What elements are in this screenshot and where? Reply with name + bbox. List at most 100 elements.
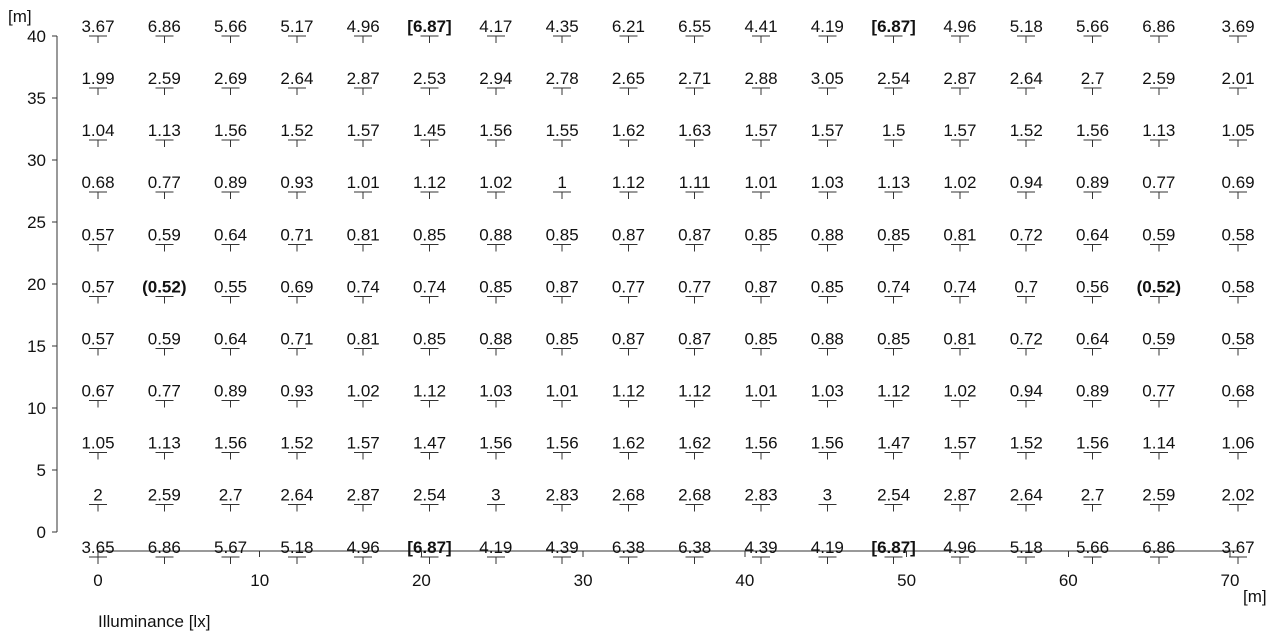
value-label: 2.59	[1142, 69, 1175, 88]
x-unit-label: [m]	[1243, 587, 1267, 606]
value-label: 6.38	[612, 538, 645, 557]
value-label: 1.02	[347, 382, 380, 401]
value-label: 0.88	[479, 329, 512, 348]
extreme-value-label: [6.87]	[871, 538, 915, 557]
value-label: 2	[93, 486, 102, 505]
value-label: 0.85	[877, 225, 910, 244]
value-label: 2.64	[1010, 486, 1043, 505]
value-label: 2.7	[1081, 69, 1105, 88]
value-label: 2.69	[214, 69, 247, 88]
value-label: 2.83	[546, 486, 579, 505]
value-label: 2.71	[678, 69, 711, 88]
value-label: 2.54	[877, 486, 910, 505]
value-label: 0.58	[1222, 277, 1255, 296]
value-label: 1.57	[347, 121, 380, 140]
value-label: 0.87	[612, 329, 645, 348]
value-label: 0.7	[1014, 277, 1038, 296]
value-label: 1.01	[546, 382, 579, 401]
value-label: 1.12	[612, 173, 645, 192]
value-label: 2.64	[280, 486, 313, 505]
value-label: 6.86	[1142, 538, 1175, 557]
x-tick-label: 50	[897, 571, 916, 590]
value-label: 2.88	[744, 69, 777, 88]
value-label: 1.13	[1142, 121, 1175, 140]
value-label: 0.88	[811, 225, 844, 244]
value-label: 0.88	[479, 225, 512, 244]
value-label: 1.45	[413, 121, 446, 140]
value-label: 1.62	[612, 434, 645, 453]
value-label: 0.56	[1076, 277, 1109, 296]
value-label: 0.87	[678, 225, 711, 244]
value-label: 0.57	[81, 277, 114, 296]
value-label: 1.03	[811, 173, 844, 192]
value-label: 4.19	[811, 538, 844, 557]
value-label: 0.59	[1142, 329, 1175, 348]
value-label: 1.57	[943, 121, 976, 140]
value-label: 1.99	[81, 69, 114, 88]
value-label: 0.77	[1142, 382, 1175, 401]
y-tick-label: 40	[27, 27, 46, 46]
x-tick-label: 10	[250, 571, 269, 590]
value-label: 2.87	[943, 486, 976, 505]
y-ticks: 0 5 10 15 20 25 30 35 40	[27, 27, 57, 542]
value-label: 0.77	[148, 173, 181, 192]
value-label: 6.86	[148, 17, 181, 36]
value-label: 0.64	[214, 225, 247, 244]
value-label: 2.65	[612, 69, 645, 88]
extreme-value-label: (0.52)	[1137, 277, 1181, 296]
value-label: 1.13	[877, 173, 910, 192]
value-label: 1.05	[81, 434, 114, 453]
value-label: 1.05	[1222, 121, 1255, 140]
value-label: 0.89	[1076, 173, 1109, 192]
value-label: 6.55	[678, 17, 711, 36]
value-label: 1.56	[214, 121, 247, 140]
value-label: 1.47	[877, 434, 910, 453]
value-label: 4.96	[347, 17, 380, 36]
value-label: 1.52	[280, 434, 313, 453]
value-grid: 3.67 6.86 5.66 5.17 4.96 [6.87] 4.17 4.35 6.21 6.…	[81, 17, 1255, 564]
value-label: 1.12	[413, 173, 446, 192]
value-label: 2.01	[1222, 69, 1255, 88]
value-label: 0.81	[943, 225, 976, 244]
value-label: 0.69	[1222, 173, 1255, 192]
x-tick-label: 40	[735, 571, 754, 590]
value-label: 1.13	[148, 434, 181, 453]
value-label: 2.02	[1222, 486, 1255, 505]
value-label: 1.03	[479, 382, 512, 401]
value-label: 0.77	[678, 277, 711, 296]
value-label: 0.77	[612, 277, 645, 296]
value-label: 0.94	[1010, 382, 1043, 401]
x-axis-title: Illuminance [lx]	[98, 612, 210, 631]
value-label: 2.59	[148, 486, 181, 505]
value-label: 0.85	[744, 329, 777, 348]
value-label: 0.81	[943, 329, 976, 348]
value-label: 4.39	[546, 538, 579, 557]
value-label: 1.11	[679, 173, 711, 192]
value-label: 0.89	[214, 173, 247, 192]
value-label: 5.67	[214, 538, 247, 557]
value-label: 0.85	[479, 277, 512, 296]
value-label: 1.02	[943, 173, 976, 192]
value-label: 0.59	[148, 329, 181, 348]
value-label: 2.78	[546, 69, 579, 88]
value-label: 2.64	[1010, 69, 1043, 88]
value-label: 0.87	[744, 277, 777, 296]
value-label: 0.71	[280, 225, 313, 244]
value-label: 0.87	[678, 329, 711, 348]
x-tick-label: 60	[1059, 571, 1078, 590]
value-label: 4.96	[943, 17, 976, 36]
value-label: 0.64	[1076, 225, 1109, 244]
value-label: 4.39	[744, 538, 777, 557]
value-label: 1.5	[882, 121, 906, 140]
extreme-value-label: [6.87]	[407, 17, 451, 36]
value-label: 1.63	[678, 121, 711, 140]
value-label: 0.68	[1222, 382, 1255, 401]
value-label: 3	[491, 486, 500, 505]
value-label: 0.93	[280, 382, 313, 401]
value-label: 0.85	[811, 277, 844, 296]
value-label: 1.56	[811, 434, 844, 453]
value-label: 0.74	[413, 277, 446, 296]
value-label: 4.19	[479, 538, 512, 557]
value-label: 4.41	[744, 17, 777, 36]
